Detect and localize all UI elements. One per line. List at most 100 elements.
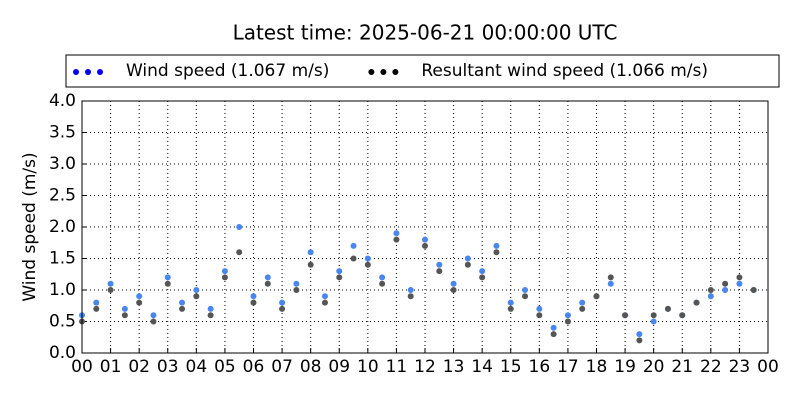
point [236, 224, 243, 230]
point [107, 287, 114, 293]
legend-box [65, 54, 780, 88]
x-tick-label: 10 [357, 357, 379, 377]
point [93, 305, 100, 312]
point [207, 312, 214, 319]
point [722, 280, 729, 287]
x-tick-label: 14 [471, 357, 493, 377]
point [350, 255, 357, 262]
point [364, 261, 371, 268]
x-tick-label: 21 [671, 357, 693, 377]
point [379, 280, 386, 287]
x-tick-label: 06 [243, 357, 265, 377]
point [607, 274, 614, 281]
point [707, 287, 714, 293]
point [264, 280, 271, 287]
point [664, 305, 671, 312]
point [93, 299, 100, 306]
x-tick-label: 15 [500, 357, 522, 377]
x-tick-label: 17 [557, 357, 579, 377]
point [479, 268, 486, 275]
point [164, 274, 171, 281]
chart-title: Latest time: 2025-06-21 00:00:00 UTC [233, 21, 618, 45]
point [379, 274, 386, 281]
legend-marker [97, 69, 103, 75]
point [221, 274, 228, 281]
point [479, 274, 486, 281]
x-tick-label: 03 [157, 357, 179, 377]
point [436, 268, 443, 275]
legend-marker [73, 69, 79, 75]
point [393, 236, 400, 243]
point [736, 274, 743, 281]
point [750, 287, 757, 293]
y-tick-label: 4.0 [49, 91, 76, 111]
point [179, 305, 186, 312]
point [707, 293, 714, 300]
point [307, 261, 314, 268]
x-tick-label: 04 [186, 357, 208, 377]
point [121, 312, 128, 319]
y-tick-label: 3.0 [49, 154, 76, 174]
point [350, 242, 357, 249]
x-tick-label: 12 [414, 357, 436, 377]
point [422, 242, 428, 249]
x-tick-label: 11 [386, 357, 408, 377]
point [250, 299, 257, 306]
point [550, 324, 557, 331]
point [464, 261, 471, 268]
point [507, 305, 514, 312]
point [164, 280, 171, 287]
point [336, 274, 343, 281]
point [736, 280, 743, 287]
point [564, 312, 571, 319]
point [293, 280, 300, 287]
point [564, 318, 571, 325]
legend-label: Wind speed (1.067 m/s) [126, 61, 329, 81]
point [250, 293, 257, 300]
point [136, 299, 143, 306]
x-tick-label: 22 [700, 357, 722, 377]
point [393, 230, 400, 237]
point [550, 331, 557, 338]
x-tick-label: 00 [757, 357, 779, 377]
point [279, 299, 286, 306]
x-tick-label: 19 [614, 357, 636, 377]
legend-marker [392, 69, 399, 75]
point [436, 261, 443, 268]
point [579, 299, 586, 306]
point [450, 287, 457, 293]
point [221, 268, 228, 275]
point [179, 299, 186, 306]
x-tick-label: 07 [271, 357, 293, 377]
point [407, 287, 414, 293]
point [136, 293, 143, 300]
point [193, 293, 200, 300]
point [450, 280, 457, 287]
point [593, 293, 600, 300]
y-tick-label: 1.5 [49, 249, 76, 269]
point [407, 293, 414, 300]
point [493, 242, 500, 249]
x-tick-label: 05 [214, 357, 236, 377]
x-tick-label: 00 [71, 357, 93, 377]
legend-label: Resultant wind speed (1.066 m/s) [421, 61, 708, 81]
point [236, 249, 243, 256]
point [464, 255, 471, 262]
point [264, 274, 271, 281]
point [650, 312, 657, 319]
x-tick-label: 01 [100, 357, 122, 377]
y-tick-label: 3.5 [49, 123, 76, 143]
plot-frame [81, 100, 769, 354]
point [679, 312, 686, 319]
x-tick-label: 13 [443, 357, 465, 377]
point [493, 249, 500, 256]
point [507, 299, 514, 306]
x-tick-label: 16 [529, 357, 551, 377]
point [522, 293, 529, 300]
x-tick-label: 18 [586, 357, 608, 377]
point [636, 331, 643, 338]
y-tick-label: 2.5 [49, 186, 76, 206]
point [293, 287, 300, 293]
x-tick-label: 09 [328, 357, 350, 377]
